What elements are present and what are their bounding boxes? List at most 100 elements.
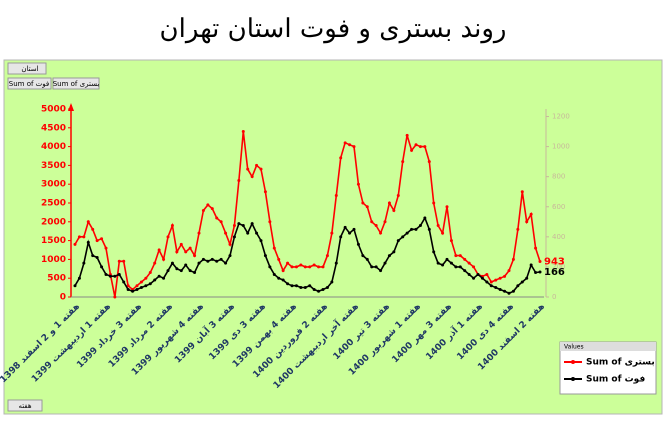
point [290,284,294,288]
legend-title: Values [564,344,584,351]
point [352,145,356,149]
point [321,287,325,291]
point [325,254,329,258]
point [277,257,281,261]
point [498,287,502,291]
point [343,225,347,229]
point [224,231,228,235]
point [325,286,329,290]
y2-tick-label: 200 [552,263,565,271]
point [263,190,267,194]
point [511,289,515,293]
point [436,261,440,265]
point [91,254,95,258]
point [268,265,272,269]
point [317,265,321,269]
point [405,133,409,137]
point [445,257,449,261]
point [113,274,117,278]
point [197,231,201,235]
legend-label: Sum of بستری [586,358,655,368]
point [396,193,400,197]
point [480,276,484,280]
y-tick-label: 3000 [41,180,66,190]
point [449,261,453,265]
point [122,259,126,263]
point [348,231,352,235]
point [197,261,201,265]
point [255,231,259,235]
point [135,284,139,288]
chart-title: روند بستری و فوت استان تهران [160,14,507,44]
point [379,231,383,235]
point [162,276,166,280]
point [308,265,312,269]
point [215,216,219,220]
point [534,246,538,250]
point [370,220,374,224]
point [538,270,542,274]
point [157,248,161,252]
point [210,207,214,211]
point [232,235,236,239]
legend-marker [571,360,575,364]
point [241,130,245,134]
point [201,257,205,261]
point [210,257,214,261]
point [401,160,405,164]
point [387,201,391,205]
point [503,274,507,278]
point [241,224,245,228]
value-field-button[interactable] [52,77,100,90]
axis-field-button[interactable] [7,399,43,412]
filter-button[interactable] [7,62,47,75]
point [516,227,520,231]
point [188,246,192,250]
value-field-button[interactable] [7,77,52,90]
point [392,250,396,254]
point [175,267,179,271]
point [206,259,210,263]
point [317,289,321,293]
y-tick-label: 1000 [41,255,66,265]
axis-field-label: هفته [18,402,31,410]
value-field-label: Sum of بستری [53,80,100,88]
point [290,265,294,269]
point [489,284,493,288]
point [507,291,511,295]
point [139,280,143,284]
y-tick-label: 3500 [41,161,66,171]
point [224,261,228,265]
point [529,263,533,267]
point [507,269,511,273]
point [436,224,440,228]
y2-tick-label: 1200 [552,113,570,121]
point [503,289,507,293]
y-tick-label: 0 [60,293,66,303]
point [73,242,77,246]
point [392,209,396,213]
point [427,227,431,231]
point [516,284,520,288]
point [228,242,232,246]
point [148,271,152,275]
legend-header [560,342,656,351]
point [494,278,498,282]
point [299,286,303,290]
point [361,254,365,258]
point [365,257,369,261]
point [77,276,81,280]
point [299,263,303,267]
point [228,254,232,258]
point [82,235,86,239]
point [525,220,529,224]
y-tick-label: 2500 [41,199,66,209]
point [91,227,95,231]
point [427,160,431,164]
point [538,260,542,264]
point [144,276,148,280]
point [294,265,298,269]
point [520,280,524,284]
point [170,261,174,265]
point [511,257,515,261]
